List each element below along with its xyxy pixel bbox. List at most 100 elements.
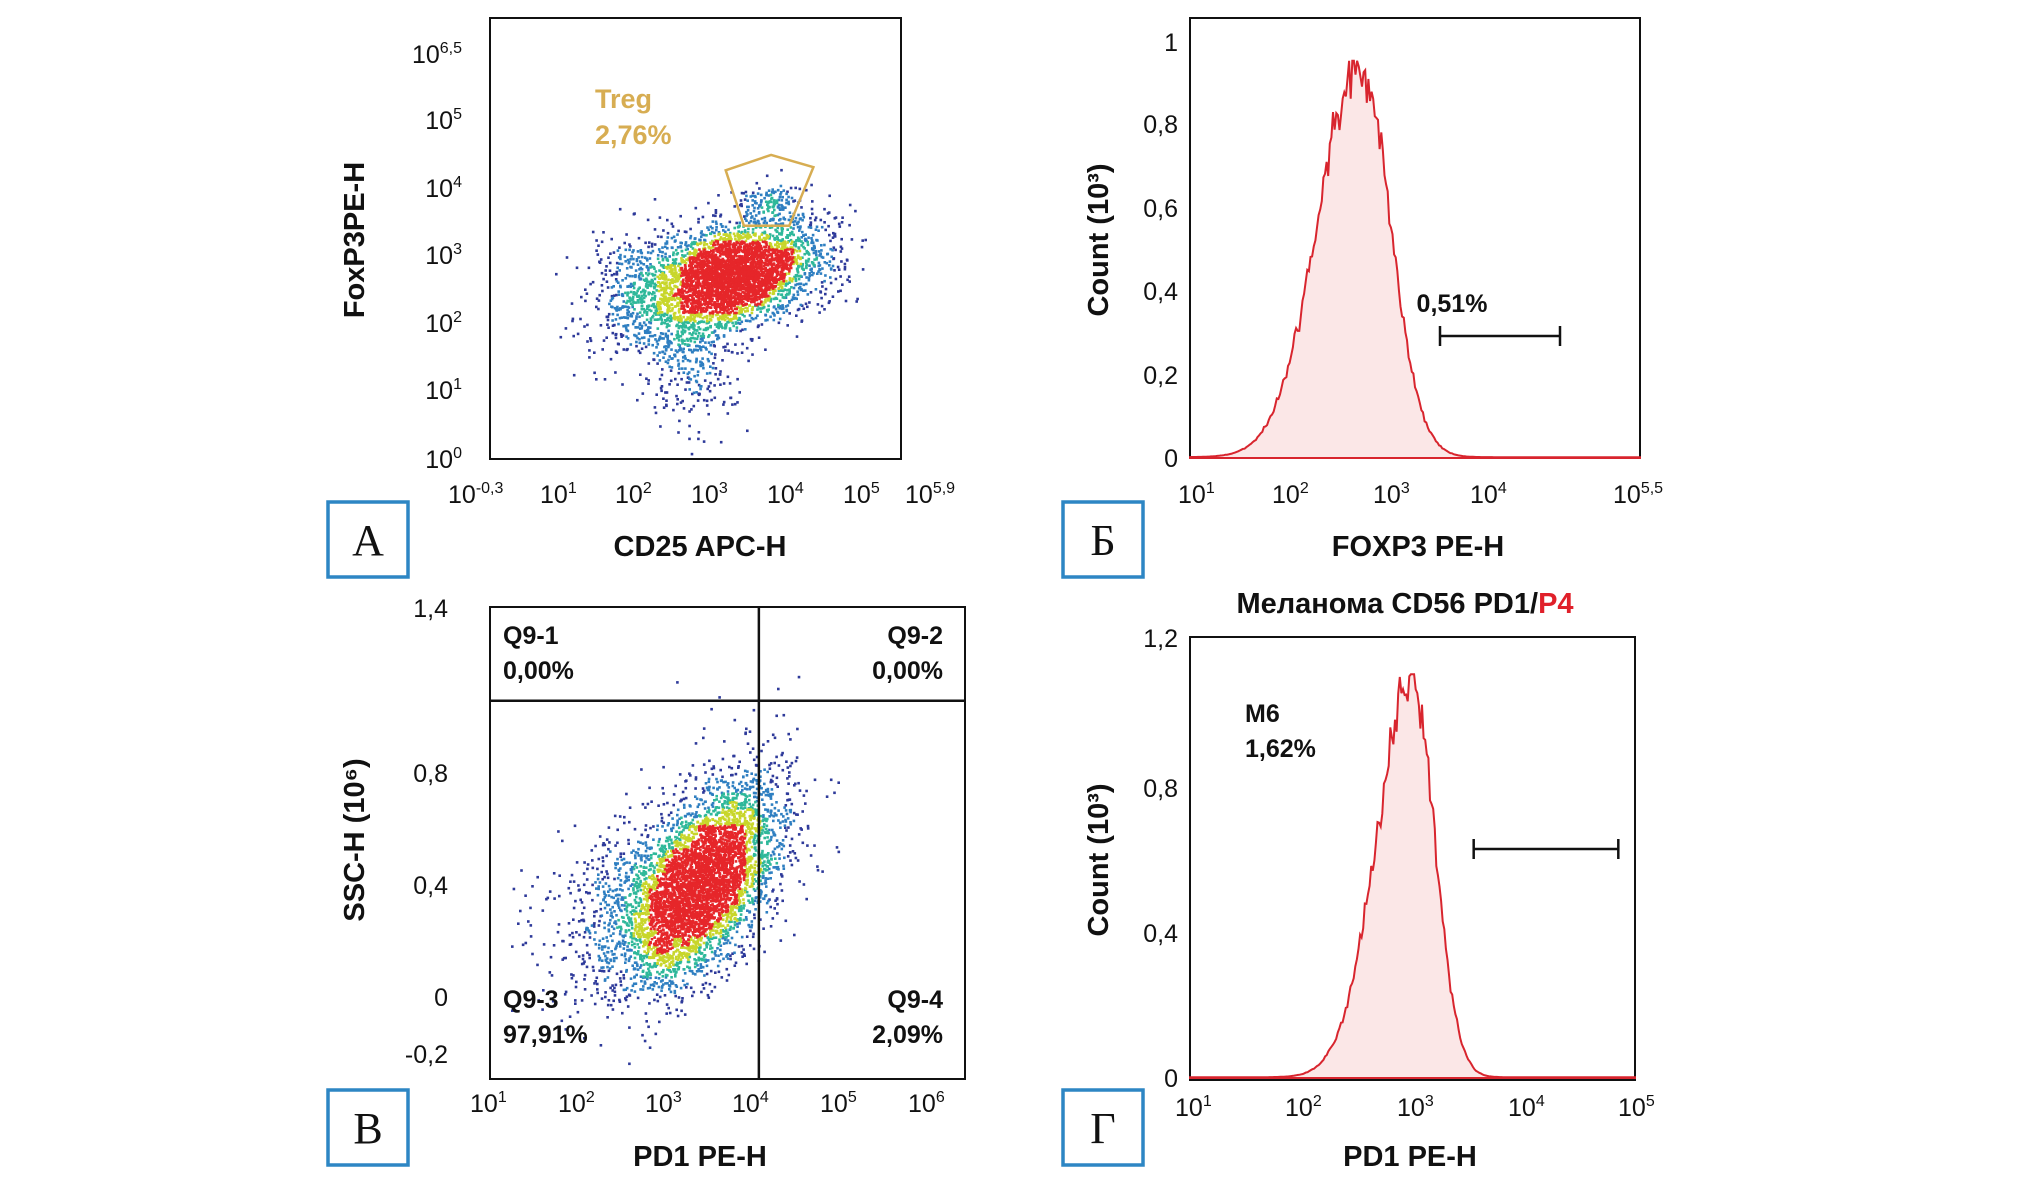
panel-a-scatter-point <box>701 316 705 320</box>
panel-a-scatter-point <box>754 241 757 245</box>
panel-a-scatter-point <box>740 230 744 234</box>
panel-a-scatter-point <box>789 238 793 242</box>
panel-c-scatter-point <box>773 736 777 740</box>
panel-a-scatter-point <box>790 232 794 236</box>
panel-a-scatter-point <box>793 248 797 252</box>
panel-a-scatter-point <box>679 280 683 284</box>
panel-a-scatter-point <box>757 286 760 289</box>
panel-a-scatter-point <box>806 293 810 296</box>
panel-a-scatter-point <box>571 319 574 323</box>
panel-a-scatter-point <box>755 278 759 282</box>
panel-a-scatter-point <box>624 291 627 295</box>
panel-a-scatter-point <box>790 298 794 302</box>
panel-a-scatter-point <box>676 398 679 401</box>
panel-a-scatter-point <box>719 322 723 326</box>
panel-a-scatter-point <box>827 301 831 305</box>
panel-a-scatter-point <box>765 292 768 295</box>
panel-a-scatter-points <box>555 168 867 456</box>
panel-a-scatter-point <box>750 273 753 277</box>
panel-a-scatter-point <box>644 285 648 288</box>
panel-a-scatter-point <box>631 297 635 300</box>
panel-a-scatter-point <box>759 310 762 313</box>
panel-a-scatter-point <box>747 252 751 256</box>
panel-a-scatter-point <box>651 272 654 276</box>
panel-a-scatter-point <box>696 272 699 276</box>
panel-a-scatter-point <box>712 260 716 263</box>
panel-a-scatter-point <box>734 322 738 325</box>
panel-a-scatter-point <box>656 354 659 357</box>
panel-a-scatter-point <box>753 277 757 280</box>
panel-c-scatter-point <box>798 880 801 883</box>
panel-a-scatter-point <box>695 391 698 394</box>
panel-a-scatter-point <box>690 306 693 310</box>
panel-c-scatter-point <box>776 912 779 915</box>
panel-a-scatter-point <box>831 264 835 268</box>
panel-a-scatter-point <box>775 297 779 300</box>
panel-a-scatter-point <box>711 366 715 370</box>
panel-a-scatter-point <box>803 252 806 256</box>
panel-a-scatter-point <box>836 265 840 269</box>
panel-a-scatter-point <box>643 329 647 333</box>
panel-a-scatter-point <box>628 260 631 264</box>
panel-a-scatter-point <box>767 194 771 197</box>
panel-a-scatter-point <box>717 291 721 295</box>
panel-a-scatter-point <box>705 290 709 293</box>
panel-a-scatter-point <box>738 306 742 310</box>
panel-c-scatter-point <box>527 920 530 923</box>
panel-a-scatter-point <box>640 304 644 308</box>
panel-c-scatter-point <box>725 979 729 982</box>
panel-a-scatter-point <box>817 250 821 253</box>
panel-a-scatter-point <box>703 270 707 274</box>
panel-a-scatter-point <box>619 285 622 289</box>
panel-a-scatter-point <box>661 246 664 249</box>
panel-a-scatter-point <box>688 277 691 280</box>
panel-a-scatter-point <box>795 297 798 301</box>
panel-a-scatter-point <box>626 324 630 327</box>
panel-a-scatter-point <box>669 369 673 372</box>
panel-a-scatter-point <box>804 289 807 292</box>
panel-a-scatter-point <box>798 187 802 191</box>
panel-a-scatter-point <box>765 281 769 285</box>
panel-a-scatter-point <box>571 317 575 321</box>
panel-a-scatter-point <box>701 289 704 293</box>
panel-a-scatter-point <box>682 311 685 315</box>
panel-a-scatter-point <box>653 228 657 231</box>
panel-a-scatter-point <box>829 281 833 285</box>
panel-a-scatter-point <box>626 305 629 309</box>
panel-a-scatter-point <box>732 264 736 267</box>
panel-a-scatter-point <box>686 258 690 262</box>
panel-a-scatter-point <box>755 303 759 307</box>
panel-a-scatter-point <box>615 351 619 354</box>
panel-a-scatter-point <box>694 281 698 284</box>
panel-a-scatter-point <box>722 345 725 349</box>
panel-a-scatter-point <box>805 265 808 268</box>
panel-a-scatter-point <box>781 267 785 271</box>
panel-a-scatter-point <box>659 270 663 274</box>
panel-c-scatter-point <box>575 861 579 864</box>
panel-a-scatter-point <box>765 258 768 262</box>
panel-a-scatter-point <box>682 255 685 258</box>
panel-a-scatter-point <box>673 272 677 275</box>
panel-a-scatter-point <box>807 278 811 282</box>
panel-a-scatter-point <box>647 326 650 329</box>
panel-a-scatter-point <box>645 331 649 335</box>
panel-a-scatter-point <box>776 213 780 217</box>
panel-a-scatter-point <box>728 231 732 235</box>
panel-a-scatter-point <box>734 237 737 241</box>
panel-a-scatter-point <box>811 233 815 237</box>
panel-a-scatter-point <box>726 238 729 241</box>
panel-a-scatter-point <box>755 202 758 205</box>
panel-a-scatter-point <box>728 285 731 289</box>
panel-a-scatter-point <box>645 266 649 269</box>
panel-a-scatter-point <box>770 226 774 229</box>
panel-a-scatter-point <box>689 282 693 286</box>
panel-a-scatter-point <box>629 282 633 286</box>
panel-a-scatter-point <box>801 241 805 245</box>
panel-a-scatter-point <box>630 290 633 294</box>
panel-a-scatter-point <box>729 266 733 269</box>
panel-a-scatter-point <box>823 243 826 247</box>
panel-a-scatter-point <box>760 279 764 283</box>
panel-c-scatter-point <box>607 826 611 829</box>
panel-a-scatter-point <box>783 245 786 248</box>
panel-a-scatter-point <box>709 232 712 235</box>
